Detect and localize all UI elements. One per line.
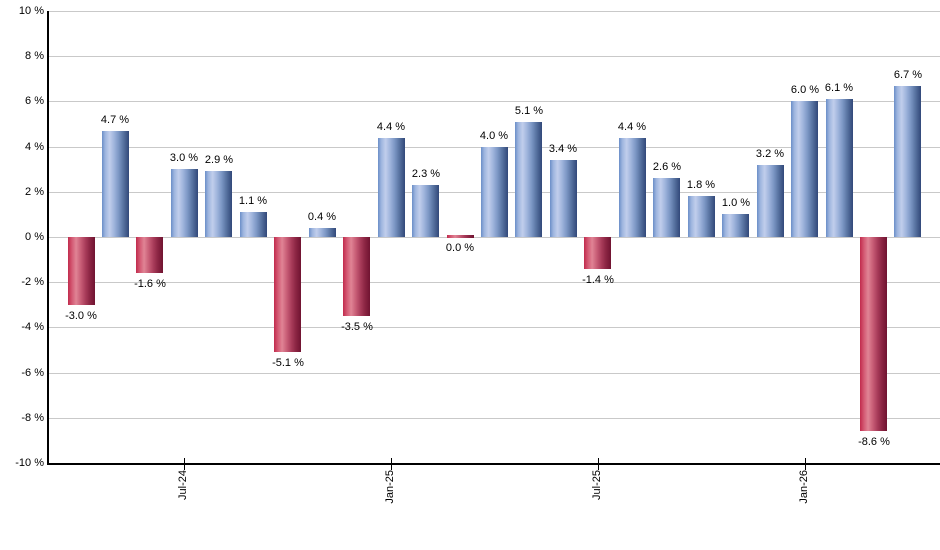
bar-value-label: 0.4 % (307, 211, 337, 223)
bar-Feb-26 (826, 99, 853, 237)
y-tick-label: -2 % (21, 276, 44, 288)
bar-Jun-24 (136, 237, 163, 273)
bar-Dec-24 (343, 237, 370, 316)
y-tick-label: 8 % (25, 50, 44, 62)
bar-Nov-24 (309, 228, 336, 237)
bar-value-label: 6.0 % (790, 84, 820, 96)
gridline (49, 282, 940, 283)
y-tick-label: -6 % (21, 367, 44, 379)
bar-value-label: 4.4 % (376, 121, 406, 133)
bar-Oct-24 (274, 237, 301, 352)
bar-value-label: -3.5 % (341, 321, 373, 333)
bar-value-label: 6.7 % (893, 69, 923, 81)
bar-value-label: 3.4 % (548, 143, 578, 155)
bar-Sep-25 (653, 178, 680, 237)
x-tick-label-Jul-25: Jul-25 (591, 470, 603, 500)
bar-value-label: 6.1 % (824, 82, 854, 94)
bar-Nov-25 (722, 214, 749, 237)
bar-value-label: 4.7 % (100, 114, 130, 126)
y-tick-label: 4 % (25, 141, 44, 153)
bar-Jul-24 (171, 169, 198, 237)
bar-Apr-25 (481, 147, 508, 237)
x-tick-mark (805, 458, 806, 470)
bar-value-label: -1.6 % (134, 278, 166, 290)
bar-value-label: 4.4 % (617, 121, 647, 133)
y-tick-label: 6 % (25, 95, 44, 107)
bar-value-label: 4.0 % (479, 130, 509, 142)
bar-value-label: 2.3 % (411, 168, 441, 180)
x-tick-mark (184, 458, 185, 470)
gridline (49, 327, 940, 328)
bar-value-label: 3.0 % (169, 152, 199, 164)
gridline (49, 237, 940, 238)
bar-value-label: 1.1 % (238, 195, 268, 207)
x-tick-label-Jan-26: Jan-26 (798, 470, 810, 504)
gridline (49, 101, 940, 102)
bar-value-label: -1.4 % (582, 274, 614, 286)
x-tick-label-Jul-24: Jul-24 (177, 470, 189, 500)
bar-value-label: 5.1 % (514, 105, 544, 117)
bar-Sep-24 (240, 212, 267, 237)
gridline (49, 56, 940, 57)
y-tick-label: 0 % (25, 231, 44, 243)
gridline (49, 418, 940, 419)
x-tick-mark (391, 458, 392, 470)
bar-value-label: 2.9 % (204, 154, 234, 166)
bar-value-label: -3.0 % (65, 310, 97, 322)
bar-value-label: 3.2 % (755, 148, 785, 160)
x-tick-mark (598, 458, 599, 470)
bar-May-24 (102, 131, 129, 237)
y-tick-label: -8 % (21, 412, 44, 424)
y-tick-label: 10 % (18, 5, 44, 17)
bar-Apr-26 (894, 86, 921, 237)
gridline (49, 373, 940, 374)
y-tick-label: 2 % (25, 186, 44, 198)
bar-value-label: -5.1 % (272, 357, 304, 369)
x-axis-line (47, 463, 940, 465)
bar-Oct-25 (688, 196, 715, 237)
bar-Apr-24 (68, 237, 95, 305)
bar-value-label: 2.6 % (652, 161, 682, 173)
bar-Jun-25 (550, 160, 577, 237)
bar-value-label: 0.0 % (445, 242, 475, 254)
bar-Mar-26 (860, 237, 887, 431)
gridline (49, 11, 940, 12)
bar-Jul-25 (584, 237, 611, 269)
y-tick-label: -10 % (15, 457, 44, 469)
bar-Aug-24 (205, 171, 232, 237)
bar-Mar-25 (447, 235, 474, 238)
bar-Jan-26 (791, 101, 818, 237)
bar-Feb-25 (412, 185, 439, 237)
y-axis-line (47, 11, 49, 465)
bar-value-label: 1.0 % (721, 197, 751, 209)
bar-Aug-25 (619, 138, 646, 237)
y-tick-label: -4 % (21, 321, 44, 333)
bar-Dec-25 (757, 165, 784, 237)
bar-value-label: 1.8 % (686, 179, 716, 191)
bar-May-25 (515, 122, 542, 237)
bar-Jan-25 (378, 138, 405, 237)
x-tick-label-Jan-25: Jan-25 (384, 470, 396, 504)
bar-value-label: -8.6 % (858, 436, 890, 448)
